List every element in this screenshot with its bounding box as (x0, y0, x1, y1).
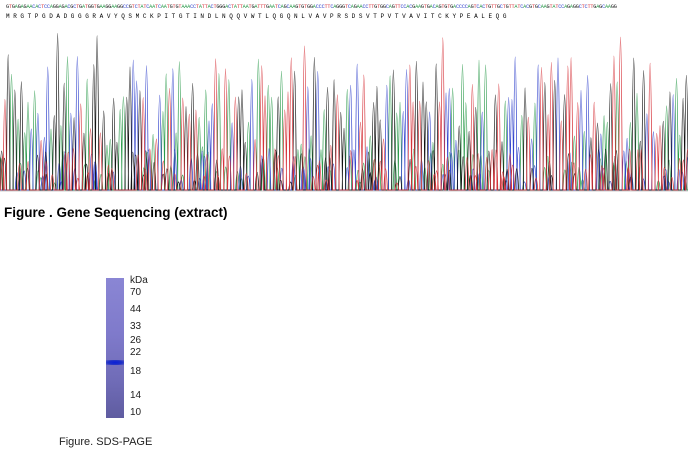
marker-26: 26 (130, 335, 142, 346)
protein-sequence: M R G T P G D A D G G G R A V Y Q S M C … (6, 13, 507, 20)
marker-22: 22 (130, 347, 142, 358)
marker-44: 44 (130, 304, 142, 315)
trace-G (0, 33, 688, 191)
dna-sequence: GTGAGAGAACACTCCAGGAGACGCTGATGGTGAAGGAAGG… (6, 4, 617, 10)
marker-18: 18 (130, 366, 142, 377)
marker-14: 14 (130, 390, 142, 401)
protein-band (106, 360, 124, 365)
trace-T (0, 36, 688, 191)
gel-lane (106, 278, 124, 418)
figure2-caption: Figure. SDS-PAGE (59, 436, 153, 448)
marker-33: 33 (130, 321, 142, 332)
figure1-caption: Figure . Gene Sequencing (extract) (4, 205, 228, 220)
marker-10: 10 (130, 407, 142, 418)
gel-unit-label: kDa (130, 275, 148, 286)
marker-70: 70 (130, 287, 142, 298)
sds-page-gel: kDa 70 44 33 26 22 18 14 10 (104, 276, 164, 422)
sequencing-chromatogram (0, 33, 688, 192)
